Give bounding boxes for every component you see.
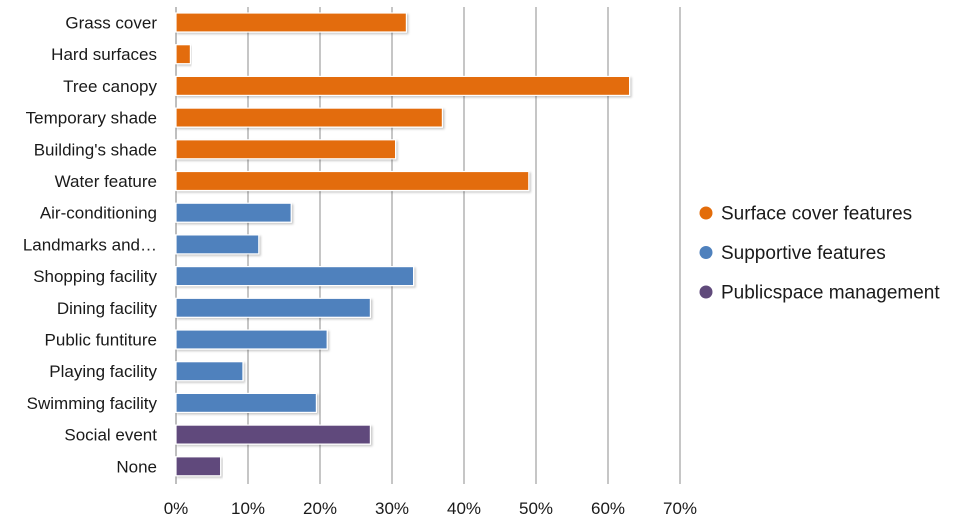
category-label: Social event (64, 426, 157, 445)
x-tick-label: 0% (164, 499, 189, 518)
bar-water-feature (175, 170, 530, 192)
x-axis-tick-labels: 0% 10% 20% 30% 40% 50% 60% 70% (164, 499, 697, 518)
x-tick-label: 10% (231, 499, 265, 518)
bar-landmarks-and (175, 234, 260, 255)
category-label: Water feature (55, 172, 157, 191)
bar-none (175, 456, 222, 477)
category-label: Swimming facility (27, 394, 158, 413)
category-label: Hard surfaces (51, 45, 157, 64)
x-tick-label: 50% (519, 499, 553, 518)
x-tick-label: 40% (447, 499, 481, 518)
category-label: Grass cover (65, 14, 157, 33)
bar-playing-facility (175, 361, 244, 382)
legend-marker (699, 285, 713, 299)
bars (175, 12, 631, 477)
x-tick-label: 70% (663, 499, 697, 518)
x-tick-label: 60% (591, 499, 625, 518)
bar-hard-surfaces (175, 44, 191, 65)
category-label: None (116, 457, 157, 476)
category-label: Playing facility (49, 362, 157, 381)
bar-shopping-facility (175, 266, 415, 287)
bar-grass-cover (175, 12, 407, 33)
legend-label: Publicspace management (721, 283, 940, 304)
bar-social-event (175, 424, 371, 445)
legend-marker (699, 246, 713, 259)
category-label: Temporary shade (26, 109, 157, 128)
category-label: Landmarks and… (23, 235, 157, 254)
category-labels: Grass cover Hard surfaces Tree canopy Tempo… (23, 14, 158, 477)
legend-label: Surface cover features (721, 204, 912, 225)
category-label: Building's shade (34, 140, 157, 159)
legend-label: Supportive features (721, 243, 886, 264)
x-tick-label: 20% (303, 499, 337, 518)
x-tick-label: 30% (375, 499, 409, 518)
legend: Surface cover features Supportive feature… (699, 204, 940, 304)
category-label: Public funtiture (45, 331, 157, 350)
category-label: Dining facility (57, 299, 158, 318)
bar-building-s-shade (175, 139, 397, 160)
bar-dining-facility (175, 297, 371, 318)
bar-temporary-shade (175, 107, 443, 128)
category-label: Air-conditioning (40, 204, 157, 223)
bar-air-conditioning (175, 202, 292, 223)
legend-marker (699, 206, 713, 220)
bar-public-funtiture (175, 329, 328, 350)
category-label: Shopping facility (33, 267, 157, 286)
bar-tree-canopy (175, 75, 631, 97)
bar-swimming-facility (175, 392, 317, 413)
category-label: Tree canopy (63, 77, 157, 96)
